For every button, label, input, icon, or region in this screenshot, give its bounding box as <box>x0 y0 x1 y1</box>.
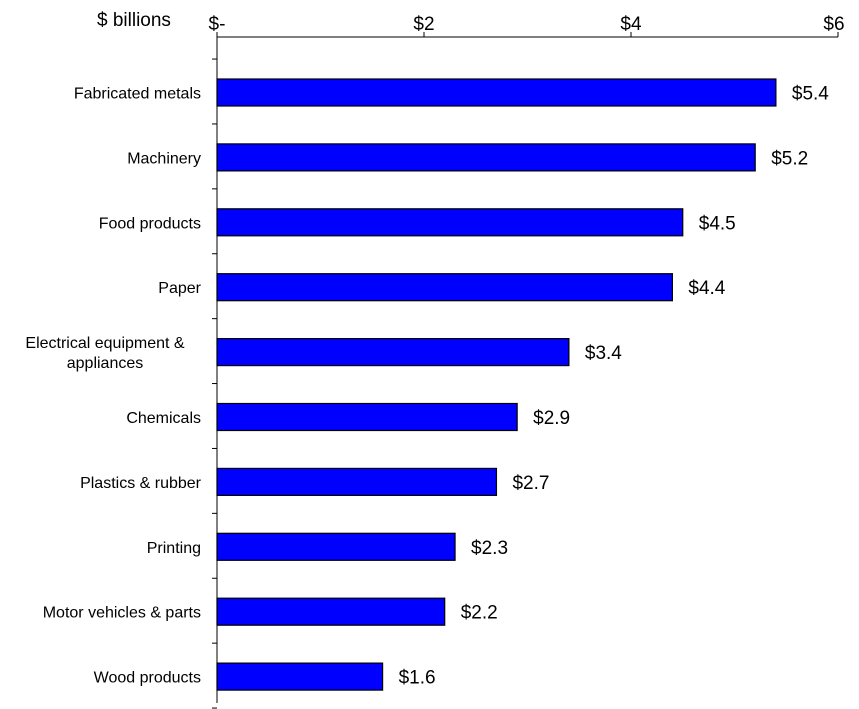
value-labels: $5.4 $5.2 $4.5 $4.4 $3.4 $2.9 $2.7 $2.3 $2.2 $1.6 <box>399 84 830 689</box>
value-label: $5.2 <box>771 148 808 169</box>
bar <box>216 273 673 302</box>
value-label: $2.2 <box>461 603 498 624</box>
bar <box>216 467 498 496</box>
bars <box>216 78 777 691</box>
category-label: Machinery <box>127 150 201 167</box>
x-tick-label: $6 <box>823 14 844 35</box>
category-label: Printing <box>147 540 201 557</box>
bar <box>216 208 684 237</box>
bar <box>216 597 446 626</box>
category-labels: Fabricated metals Machinery Food products P… <box>25 86 201 687</box>
value-label: $4.4 <box>688 278 725 299</box>
category-label: Electrical equipment & <box>25 335 185 352</box>
value-label: $2.3 <box>471 538 508 559</box>
value-label: $3.4 <box>585 343 622 364</box>
bar <box>216 143 756 172</box>
x-tick-label: $2 <box>413 14 434 35</box>
bar <box>216 662 384 691</box>
category-label: appliances <box>67 355 144 372</box>
category-label: Fabricated metals <box>74 86 201 103</box>
value-label: $2.7 <box>512 473 549 494</box>
value-label: $4.5 <box>699 213 736 234</box>
value-label: $1.6 <box>399 668 436 689</box>
x-tick-label: $4 <box>620 14 642 35</box>
category-label: Wood products <box>94 670 201 687</box>
value-label: $2.9 <box>533 408 570 429</box>
category-label: Motor vehicles & parts <box>43 605 201 622</box>
category-label: Food products <box>99 215 201 232</box>
category-label: Chemicals <box>126 410 201 427</box>
category-label: Paper <box>158 280 201 297</box>
bar <box>216 402 518 432</box>
bar <box>216 78 777 107</box>
category-label: Plastics & rubber <box>80 475 202 492</box>
unit-label: $ billions <box>97 10 171 31</box>
value-label: $5.4 <box>792 84 829 105</box>
bar <box>216 532 456 561</box>
x-tick-label: $- <box>209 14 226 35</box>
bar <box>216 338 570 367</box>
